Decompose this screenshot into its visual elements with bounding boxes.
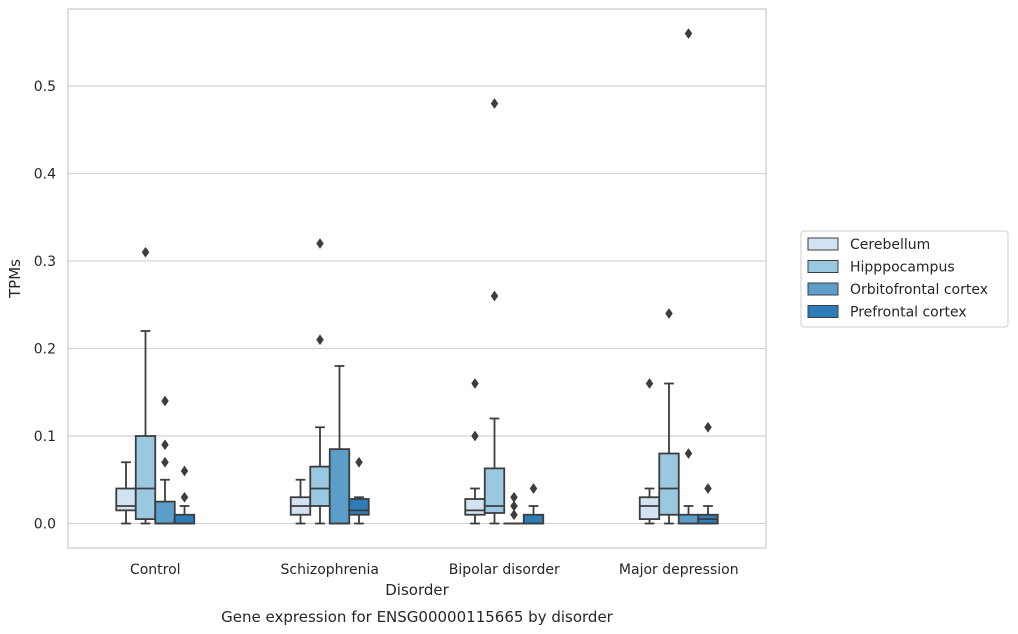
outlier-point bbox=[645, 378, 654, 389]
figure-caption: Gene expression for ENSG00000115665 by d… bbox=[221, 608, 614, 626]
outlier-point bbox=[180, 465, 189, 477]
box-iqr bbox=[328, 448, 351, 525]
box-iqr bbox=[522, 513, 545, 525]
outlier-point bbox=[355, 456, 363, 468]
x-axis-label: Disorder bbox=[385, 581, 449, 599]
plot-frame bbox=[67, 8, 767, 549]
outlier-point bbox=[510, 500, 518, 512]
outlier-point bbox=[684, 28, 693, 39]
box-hipppocampus bbox=[658, 308, 680, 525]
box-orbitofrontal-cortex bbox=[154, 395, 176, 525]
legend-item: Cerebellum bbox=[807, 237, 930, 253]
x-tick-label: Control bbox=[130, 562, 181, 578]
outlier-point bbox=[316, 238, 324, 249]
plot-area bbox=[115, 28, 719, 525]
box-orbitofrontal-cortex bbox=[503, 491, 525, 525]
y-tick-label: 0.3 bbox=[34, 254, 56, 270]
outlier-point bbox=[141, 246, 150, 258]
outlier-point bbox=[471, 430, 479, 442]
y-tick-label: 0.0 bbox=[34, 517, 56, 533]
outlier-point bbox=[704, 421, 712, 433]
x-tick-label: Major depression bbox=[619, 562, 739, 578]
y-tick-label: 0.1 bbox=[34, 429, 56, 445]
outlier-point bbox=[684, 448, 693, 459]
box-iqr bbox=[154, 500, 176, 525]
box-iqr bbox=[483, 467, 506, 514]
box-prefrontal-cortex bbox=[348, 456, 370, 525]
outlier-point bbox=[510, 509, 518, 521]
box-cerebellum bbox=[115, 461, 137, 525]
legend-label: Hipppocampus bbox=[850, 260, 955, 276]
box-prefrontal-cortex bbox=[697, 421, 719, 525]
box-iqr bbox=[309, 465, 331, 507]
legend-label: Cerebellum bbox=[850, 237, 930, 253]
outlier-point bbox=[161, 456, 169, 468]
box-iqr bbox=[658, 452, 680, 516]
outlier-point bbox=[490, 98, 499, 109]
y-axis-ticks: 0.0 0.1 0.2 0.3 0.4 0.5 bbox=[34, 79, 56, 533]
box-hipppocampus bbox=[134, 246, 157, 525]
legend: Cerebellum Hipppocampus Orbitofrontal cort… bbox=[800, 230, 1009, 328]
legend-label: Prefrontal cortex bbox=[850, 305, 967, 321]
x-tick-label: Schizophrenia bbox=[281, 562, 379, 578]
outlier-point bbox=[665, 308, 673, 319]
y-tick-label: 0.4 bbox=[34, 167, 56, 183]
outlier-point bbox=[510, 491, 518, 503]
outlier-point bbox=[704, 483, 712, 494]
outlier-point bbox=[316, 334, 324, 346]
box-iqr bbox=[115, 487, 137, 512]
box-hipppocampus bbox=[483, 98, 506, 525]
y-tick-label: 0.5 bbox=[34, 79, 56, 95]
y-axis-label: TPMs bbox=[6, 259, 24, 299]
legend-frame bbox=[800, 230, 1009, 328]
legend-swatch bbox=[807, 305, 839, 318]
legend-label: Orbitofrontal cortex bbox=[850, 282, 988, 298]
box-orbitofrontal-cortex bbox=[677, 28, 700, 525]
box-prefrontal-cortex bbox=[522, 483, 545, 525]
y-tick-label: 0.2 bbox=[34, 342, 56, 358]
outlier-point bbox=[471, 378, 479, 389]
legend-item: Orbitofrontal cortex bbox=[807, 282, 988, 298]
box-iqr bbox=[134, 435, 157, 521]
legend-item: Prefrontal cortex bbox=[807, 305, 967, 321]
box-iqr bbox=[173, 513, 196, 525]
box-hipppocampus bbox=[309, 238, 331, 525]
x-tick-label: Bipolar disorder bbox=[449, 562, 560, 578]
legend-item: Hipppocampus bbox=[807, 260, 955, 276]
box-cerebellum bbox=[638, 378, 661, 525]
box-iqr bbox=[638, 496, 661, 521]
legend-swatch bbox=[807, 237, 839, 251]
outlier-point bbox=[490, 290, 499, 302]
legend-swatch bbox=[807, 260, 839, 273]
box-cerebellum bbox=[464, 378, 486, 525]
box-orbitofrontal-cortex bbox=[328, 365, 351, 525]
outlier-point bbox=[161, 395, 169, 407]
box-prefrontal-cortex bbox=[173, 465, 196, 525]
box-cerebellum bbox=[289, 478, 312, 525]
outlier-point bbox=[529, 483, 538, 494]
legend-swatch bbox=[807, 282, 839, 296]
box-iqr bbox=[464, 498, 486, 516]
box-iqr bbox=[677, 513, 700, 525]
outlier-point bbox=[180, 491, 189, 503]
box-iqr bbox=[348, 498, 370, 516]
x-axis-ticks: Control Schizophrenia Bipolar disorder Majo… bbox=[130, 562, 739, 578]
outlier-point bbox=[161, 439, 169, 451]
